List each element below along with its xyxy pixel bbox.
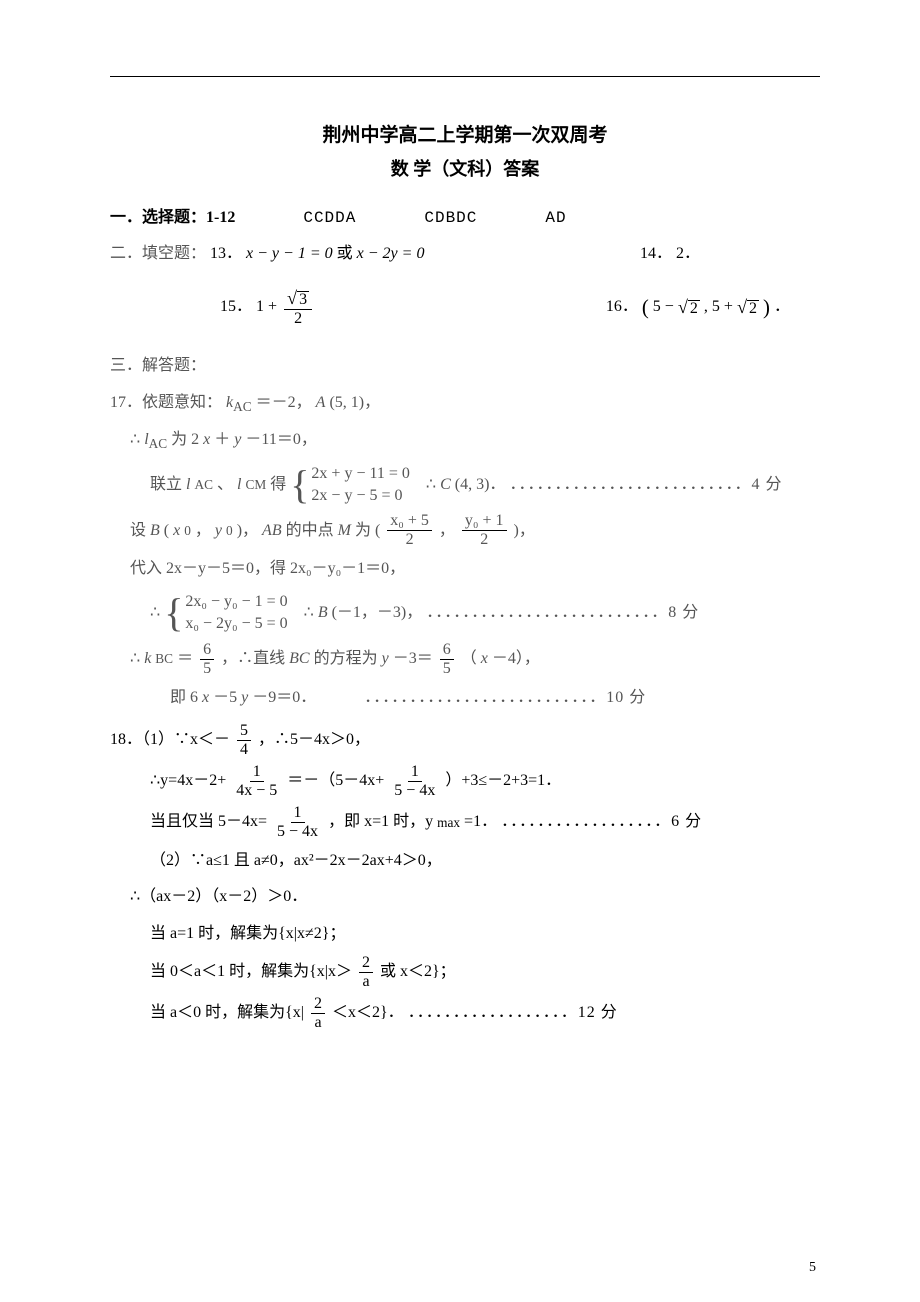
q17-line3: 联立 lAC 、 lCM 得 { 2x + y − 11 = 0 2x − y … — [110, 463, 820, 508]
answers-group-b: CDBDC — [424, 209, 477, 227]
q15-prefix: 1 + — [256, 292, 277, 322]
q18-frac-2a-1: 2 a — [359, 955, 373, 990]
q16-rparen: ) — [763, 288, 770, 328]
q17-line6: ∴ { 2x₀ − y₀ − 1 = 0 x₀ − 2y₀ − 5 = 0 ∴ … — [110, 591, 820, 636]
q18-line2: ∴y=4x－2+ 1 4x − 5 ＝－（5－4x+ 1 5 − 4x ）+3≤… — [110, 764, 820, 799]
q18-frac-b: 1 5 − 4x — [391, 764, 438, 799]
q16-part-a: 5 − — [653, 292, 674, 322]
q13-ans-b: x − 2y = 0 — [357, 239, 425, 269]
q13-or: 或 — [337, 239, 353, 269]
section-2-row1: 二．填空题： 13． x − y − 1 = 0 或 x − 2y = 0 14… — [110, 239, 820, 269]
q18-frac-54: 5 4 — [237, 723, 251, 758]
q16-label: 16． — [606, 292, 638, 322]
q15-den: 2 — [291, 310, 305, 327]
section-1-heading: 一．选择题：1-12 — [110, 209, 235, 226]
q14-label: 14． — [640, 239, 672, 269]
q18-line1: 18．（1）∵x＜－ 5 4 ，∴5－4x＞0， — [110, 723, 820, 758]
q17-line5: 代入 2x－y－5＝0，得 2x₀－y₀－1＝0， — [110, 554, 820, 584]
q17-frac-65b: 6 5 — [440, 642, 454, 677]
q17-line2: ∴ lAC 为 2 x ＋ y －11＝0， — [110, 425, 820, 457]
q13-ans-a: x − y − 1 = 0 — [246, 239, 333, 269]
q15-fraction: √3 2 — [284, 289, 312, 327]
q15-sqrt-3: 3 — [297, 291, 309, 308]
q17-line1: 17．依题意知： kAC ＝－2， A (5, 1)， — [110, 388, 820, 420]
q17-frac-y: y₀ + 1 2 — [462, 513, 507, 548]
q18-line5: ∴（ax－2）（x－2）＞0． — [110, 882, 820, 912]
document-page: 荆州中学高二上学期第一次双周考 数 学（文科）答案 一．选择题：1-12 CCD… — [0, 0, 920, 1302]
q17-system-a: { 2x + y − 11 = 0 2x − y − 5 = 0 — [290, 463, 410, 508]
q18-frac-2a-2: 2 a — [311, 996, 325, 1031]
exam-title: 荆州中学高二上学期第一次双周考 — [110, 120, 820, 147]
q17-frac-x: x₀ + 5 2 — [387, 513, 432, 548]
q15-label: 15． — [220, 292, 252, 322]
page-number: 5 — [809, 1260, 816, 1276]
q13-label: 13． — [210, 239, 242, 269]
q16-sqrt2-b: √2 — [737, 298, 759, 317]
q16-part-b: , 5 + — [704, 292, 733, 322]
q18-line4: （2）∵a≤1 且 a≠0，ax²－2x－2ax+4＞0， — [110, 846, 820, 876]
answers-group-c: AD — [545, 209, 566, 227]
q17-system-b: { 2x₀ − y₀ − 1 = 0 x₀ − 2y₀ − 5 = 0 — [164, 591, 287, 636]
section-2-heading: 二．填空题： — [110, 239, 206, 269]
answers-group-a: CCDDA — [303, 209, 356, 227]
q17-line7: ∴ kBC ＝ 6 5 ，∴直线 BC 的方程为 y －3＝ 6 5 （ x －… — [110, 642, 820, 677]
q17-frac-65a: 6 5 — [200, 642, 214, 677]
q16-dot: ． — [774, 292, 790, 322]
q18-line6: 当 a=1 时，解集为{x|x≠2}； — [110, 919, 820, 949]
section-1: 一．选择题：1-12 CCDDA CDBDC AD — [110, 203, 820, 233]
q18-score-6: ．．．．．．．．．．．．．．．．．．6 分 — [501, 807, 702, 837]
q17-line8: 即 6 x －5 y －9＝0． ．．．．．．．．．．．．．．．．．．．．．．．… — [110, 683, 820, 713]
q17-score-4: ．．．．．．．．．．．．．．．．．．．．．．．．．．4 分 — [509, 470, 782, 500]
q18-frac-a: 1 4x − 5 — [233, 764, 280, 799]
header-rule — [110, 76, 820, 77]
q16-sqrt2-a: √2 — [678, 298, 700, 317]
q17-score-8: ．．．．．．．．．．．．．．．．．．．．．．．．．．8 分 — [426, 598, 699, 628]
q14-ans: 2． — [676, 239, 700, 269]
section-2-row2: 15． 1 + √3 2 16． ( 5 − √2 , 5 + √2 ) ． — [110, 288, 820, 328]
section-3-heading: 三．解答题： — [110, 351, 820, 381]
q17-score-10: ．．．．．．．．．．．．．．．．．．．．．．．．．．10 分 — [364, 683, 646, 713]
q17-line4: 设 B ( x0 ， y0 )， AB 的中点 M 为 ( x₀ + 5 2 ，… — [110, 513, 820, 548]
q18-score-12: ．．．．．．．．．．．．．．．．．．12 分 — [408, 998, 618, 1028]
q16-lparen: ( — [642, 288, 649, 328]
q18-line8: 当 a＜0 时，解集为{x| 2 a ＜x＜2}． ．．．．．．．．．．．．．．… — [110, 996, 820, 1031]
q18-line7: 当 0＜a＜1 时，解集为{x|x＞ 2 a 或 x＜2}； — [110, 955, 820, 990]
q18-frac-c: 1 5 − 4x — [274, 805, 321, 840]
q18-line3: 当且仅当 5－4x= 1 5 − 4x ，即 x=1 时，ymax =1． ．．… — [110, 805, 820, 840]
exam-subtitle: 数 学（文科）答案 — [110, 155, 820, 181]
